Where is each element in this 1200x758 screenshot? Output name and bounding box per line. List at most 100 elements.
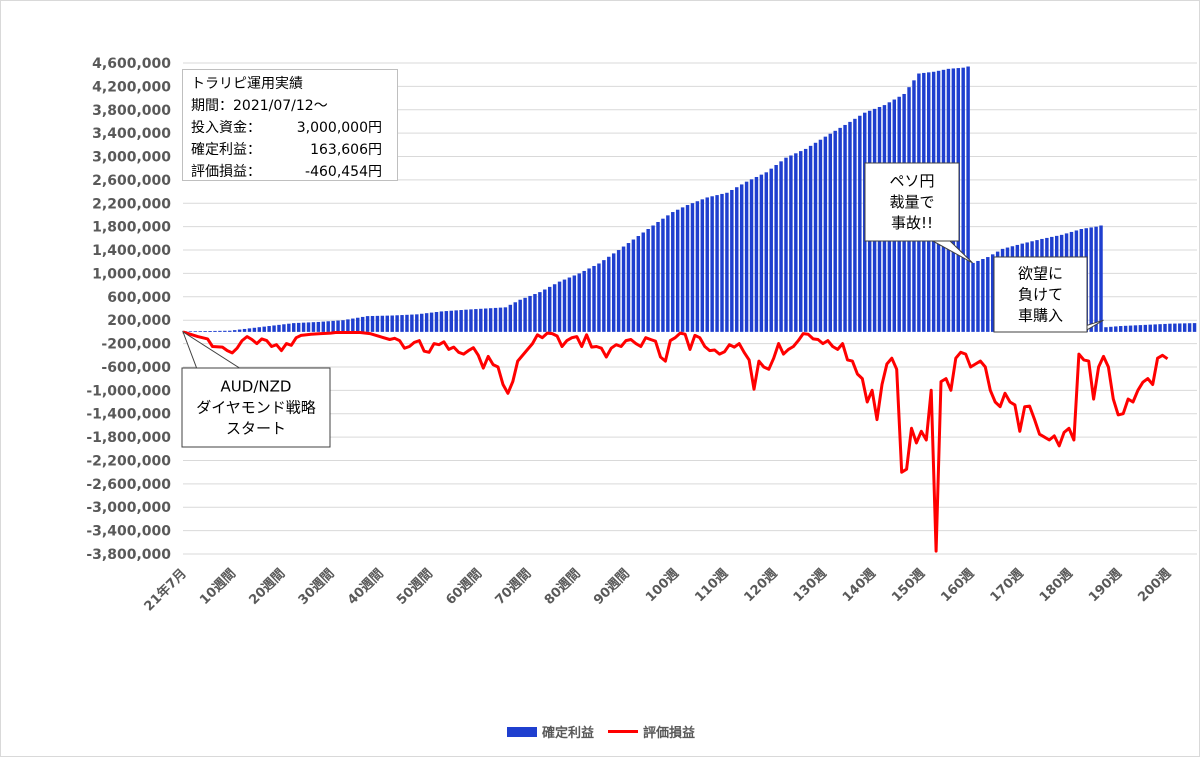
bar-realized-profit bbox=[666, 215, 670, 332]
bar-realized-profit bbox=[513, 302, 517, 332]
callout-text: 裁量で bbox=[889, 193, 934, 211]
bar-realized-profit bbox=[257, 327, 262, 332]
y-tick-label: -3,800,000 bbox=[86, 547, 171, 563]
bar-realized-profit bbox=[1138, 325, 1143, 332]
bar-realized-profit bbox=[794, 153, 798, 332]
bar-realized-profit bbox=[611, 253, 616, 332]
y-tick-label: 1,800,000 bbox=[92, 220, 171, 236]
bar-realized-profit bbox=[1163, 323, 1167, 332]
bar-realized-profit bbox=[725, 192, 729, 332]
bar-realized-profit bbox=[395, 315, 399, 332]
bar-realized-profit bbox=[562, 279, 567, 332]
bar-realized-profit bbox=[232, 330, 237, 332]
bar-realized-profit bbox=[690, 203, 695, 332]
bar-realized-profit bbox=[1158, 324, 1162, 332]
x-tick-label: 110週 bbox=[692, 566, 731, 605]
callout-box bbox=[993, 256, 1088, 333]
bar-realized-profit bbox=[799, 151, 803, 332]
bar-realized-profit bbox=[351, 318, 355, 332]
bar-realized-profit bbox=[326, 321, 330, 332]
legend-line-swatch bbox=[608, 730, 638, 733]
bar-realized-profit bbox=[429, 312, 434, 332]
summary-row-realized: 確定利益： 163,606円 bbox=[191, 139, 389, 161]
bar-realized-profit bbox=[543, 289, 547, 332]
callout-pointer bbox=[182, 330, 243, 370]
bar-realized-profit bbox=[547, 286, 552, 332]
y-tick-label: -600,000 bbox=[101, 360, 171, 376]
x-tick-label: 60週間 bbox=[443, 566, 485, 608]
summary-row-investment: 投入資金： 3,000,000円 bbox=[191, 117, 389, 139]
x-tick-label: 170週 bbox=[988, 566, 1027, 605]
bar-realized-profit bbox=[749, 179, 754, 332]
bar-realized-profit bbox=[976, 260, 980, 332]
bar-realized-profit bbox=[252, 327, 257, 332]
y-tick-label: -3,400,000 bbox=[86, 524, 171, 540]
bar-realized-profit bbox=[267, 326, 271, 332]
bar-realized-profit bbox=[203, 331, 207, 332]
bar-realized-profit bbox=[981, 259, 985, 332]
x-tick-label: 80週間 bbox=[542, 566, 584, 608]
bar-realized-profit bbox=[493, 307, 498, 332]
summary-title: トラリピ運用実績 bbox=[191, 76, 303, 92]
callout-text: スタート bbox=[226, 420, 286, 438]
x-tick-label: 150週 bbox=[889, 566, 928, 605]
bar-realized-profit bbox=[661, 218, 665, 332]
bar-realized-profit bbox=[1123, 325, 1128, 332]
bar-realized-profit bbox=[538, 292, 542, 332]
bar-realized-profit bbox=[582, 270, 586, 332]
bar-realized-profit bbox=[1182, 323, 1187, 332]
bar-realized-profit bbox=[646, 229, 650, 332]
bar-realized-profit bbox=[1089, 227, 1093, 332]
bar-realized-profit bbox=[774, 164, 778, 332]
legend-bar-swatch bbox=[506, 726, 537, 737]
bar-realized-profit bbox=[410, 314, 414, 332]
bar-realized-profit bbox=[710, 196, 714, 332]
bar-realized-profit bbox=[754, 176, 759, 332]
callout-text: ダイヤモンド戦略 bbox=[196, 399, 316, 417]
bar-realized-profit bbox=[484, 308, 488, 332]
bar-realized-profit bbox=[464, 309, 468, 332]
bar-realized-profit bbox=[301, 322, 306, 332]
bar-realized-profit bbox=[375, 315, 380, 332]
bar-realized-profit bbox=[1133, 325, 1138, 332]
bar-realized-profit bbox=[735, 187, 739, 332]
x-tick-label: 130週 bbox=[791, 566, 830, 605]
bar-realized-profit bbox=[833, 130, 837, 332]
callout-text: 車購入 bbox=[1018, 307, 1063, 325]
bar-realized-profit bbox=[415, 314, 419, 332]
callout-box bbox=[864, 162, 960, 242]
bar-realized-profit bbox=[572, 275, 577, 332]
y-tick-label: 3,000,000 bbox=[92, 150, 171, 166]
bar-realized-profit bbox=[803, 148, 808, 332]
y-tick-label: -2,200,000 bbox=[86, 453, 171, 469]
bar-realized-profit bbox=[961, 67, 965, 332]
bar-realized-profit bbox=[306, 322, 311, 332]
callout-text: 欲望に bbox=[1018, 265, 1063, 283]
bar-realized-profit bbox=[818, 139, 823, 332]
summary-row-unrealized: 評価損益： -460,454円 bbox=[191, 161, 389, 183]
x-tick-label: 30週間 bbox=[296, 566, 338, 608]
x-tick-label: 20週間 bbox=[246, 566, 288, 608]
y-tick-label: 2,200,000 bbox=[92, 196, 171, 212]
bar-realized-profit bbox=[838, 127, 842, 332]
bar-realized-profit bbox=[858, 115, 862, 332]
bar-realized-profit bbox=[680, 207, 685, 332]
bar-realized-profit bbox=[813, 142, 818, 332]
bar-realized-profit bbox=[1094, 226, 1098, 332]
bar-realized-profit bbox=[1114, 326, 1118, 332]
bar-realized-profit bbox=[744, 181, 749, 332]
bar-realized-profit bbox=[198, 331, 202, 332]
bar-realized-profit bbox=[715, 195, 719, 332]
bar-realized-profit bbox=[577, 273, 581, 332]
bar-realized-profit bbox=[1099, 225, 1103, 332]
bar-realized-profit bbox=[262, 326, 266, 332]
y-tick-label: -2,600,000 bbox=[86, 477, 171, 493]
bar-realized-profit bbox=[789, 155, 793, 332]
bar-realized-profit bbox=[759, 174, 764, 332]
x-tick-label: 190週 bbox=[1086, 566, 1125, 605]
y-tick-label: 2,600,000 bbox=[92, 173, 171, 189]
y-tick-label: -3,000,000 bbox=[86, 500, 171, 516]
bar-realized-profit bbox=[621, 246, 626, 332]
